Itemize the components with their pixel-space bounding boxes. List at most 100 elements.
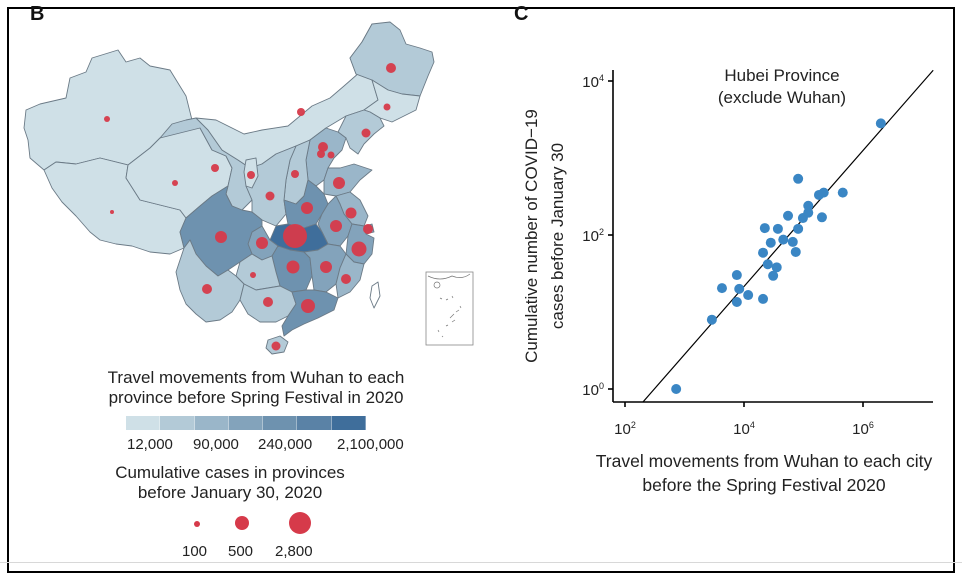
scatter-point-11 <box>758 247 769 258</box>
colorbar-bin-5 <box>297 416 332 430</box>
scatter-point-0 <box>671 384 682 394</box>
colorbar-bin-3 <box>228 416 264 430</box>
case-bubble-liaoning <box>361 128 371 138</box>
colorbar-bin-1 <box>160 416 195 430</box>
case-bubble-hunan <box>286 260 300 274</box>
page-divider <box>0 562 962 563</box>
scatter-point-15 <box>790 246 801 257</box>
colorbar-bin-2 <box>194 416 229 430</box>
case-bubble-shandong <box>333 177 345 189</box>
province-jilin <box>363 79 421 123</box>
bubble-legend-label-500: 500 <box>228 543 254 560</box>
fill-legend-title: Travel movements from Wuhan to each prov… <box>86 368 426 408</box>
case-bubble-yunnan <box>202 284 212 294</box>
scatter-point-23 <box>816 212 827 223</box>
scatter-point-25 <box>818 187 829 198</box>
x-axis-label-line2: before the Spring Festival 2020 <box>642 475 885 495</box>
x-tick-label-2: 102 <box>614 420 636 438</box>
case-bubble-shaanxi <box>265 191 275 201</box>
case-bubble-chongqing <box>256 237 268 249</box>
x-tick-label-4: 104 <box>733 420 755 438</box>
case-bubble-guizhou <box>250 272 256 278</box>
case-bubble-shanxi <box>291 170 299 178</box>
fill-legend-tick-0: 12,000 <box>127 436 173 453</box>
scatter-point-18 <box>793 223 804 234</box>
x-axis-label-line1: Travel movements from Wuhan to each city <box>596 451 933 471</box>
scatter-point-6 <box>743 290 754 301</box>
case-bubble-tianjin <box>327 151 335 159</box>
case-bubble-jilin <box>383 103 391 111</box>
scatter-point-10 <box>771 262 782 273</box>
scatter-point-3 <box>731 270 742 281</box>
province-heilongjiang <box>349 21 435 97</box>
scatter-point-19 <box>783 210 794 221</box>
y-axis-label-line1: Cumulative number of COVID−19 <box>522 109 541 363</box>
province-taiwan <box>369 281 381 309</box>
scatter-point-17 <box>772 223 783 234</box>
panel-label-b: B <box>30 3 45 25</box>
case-bubble-jiangsu <box>345 207 357 219</box>
y-tick-label-0: 100 <box>582 381 604 399</box>
scatter-point-8 <box>762 259 773 270</box>
province-guangdong <box>281 289 339 337</box>
bubble-legend-title-line1: Cumulative cases in provinces <box>115 463 345 482</box>
case-bubble-hainan <box>271 341 281 351</box>
scatter-point-21 <box>803 207 814 218</box>
case-bubble-anhui <box>330 220 342 232</box>
bubble-legend-title-line2: before January 30, 2020 <box>137 483 323 502</box>
scatter-point-14 <box>787 236 798 247</box>
scatter-point-9 <box>768 270 779 281</box>
scatter-point-1 <box>706 314 717 325</box>
fill-legend-title-line1: Travel movements from Wuhan to each <box>107 368 405 387</box>
fill-legend-title-line2: province before Spring Festival in 2020 <box>108 388 404 407</box>
scatter-point-27 <box>793 173 804 184</box>
case-bubble-guangxi <box>263 297 273 307</box>
scatter-point-16 <box>759 223 770 234</box>
colorbar-bin-4 <box>263 416 298 430</box>
annotation-line2: (exclude Wuhan) <box>718 88 846 107</box>
scatter-point-5 <box>731 296 742 307</box>
case-bubble-tibet <box>110 210 114 214</box>
fill-legend-tick-3: 2,100,000 <box>337 436 404 453</box>
case-bubble-inner-mongolia <box>297 108 305 116</box>
colorbar-bin-0 <box>126 416 161 430</box>
y-tick-label-2: 102 <box>582 227 604 245</box>
fill-legend-tick-1: 90,000 <box>193 436 239 453</box>
case-bubble-hebei <box>317 150 325 158</box>
case-bubble-sichuan <box>215 231 227 243</box>
scatter-point-22 <box>803 200 814 211</box>
south-china-sea-inset <box>425 271 474 346</box>
scatter-point-2 <box>716 283 727 294</box>
case-bubble-guangdong <box>301 299 315 313</box>
province-shaanxi <box>245 145 297 227</box>
panel-label-c: C <box>514 3 529 25</box>
scatter-point-28 <box>875 118 886 129</box>
case-bubble-xinjiang <box>104 116 110 122</box>
case-bubble-jiangxi <box>320 261 332 273</box>
case-bubble-heilongjiang <box>386 63 396 73</box>
bubble-legend-label-100: 100 <box>182 543 208 560</box>
x-tick-label-6: 106 <box>852 420 874 438</box>
case-bubble-fujian <box>341 274 351 284</box>
case-bubble-shanghai <box>363 224 373 234</box>
scatter-point-12 <box>765 237 776 248</box>
y-tick-label-4: 104 <box>582 73 604 91</box>
case-bubble-beijing <box>318 142 328 152</box>
y-axis-label-line2: cases before January 30 <box>548 143 567 329</box>
scatter-point-7 <box>758 293 769 304</box>
case-bubble-henan <box>301 202 313 214</box>
fill-legend-tick-2: 240,000 <box>258 436 313 453</box>
case-bubble-ningxia <box>247 171 255 179</box>
scatter-point-26 <box>837 187 848 198</box>
case-bubble-zhejiang <box>351 241 367 257</box>
colorbar-bin-6 <box>331 416 366 430</box>
regression-line <box>642 69 934 403</box>
china-province-map <box>23 21 474 355</box>
scatter-point-4 <box>734 283 745 294</box>
fill-legend-colorbar <box>126 416 366 430</box>
bubble-legend-title: Cumulative cases in provinces before Jan… <box>100 463 360 503</box>
case-bubble-qinghai <box>172 180 178 186</box>
annotation-line1: Hubei Province <box>724 66 839 85</box>
bubble-legend-label-2800: 2,800 <box>275 543 313 560</box>
